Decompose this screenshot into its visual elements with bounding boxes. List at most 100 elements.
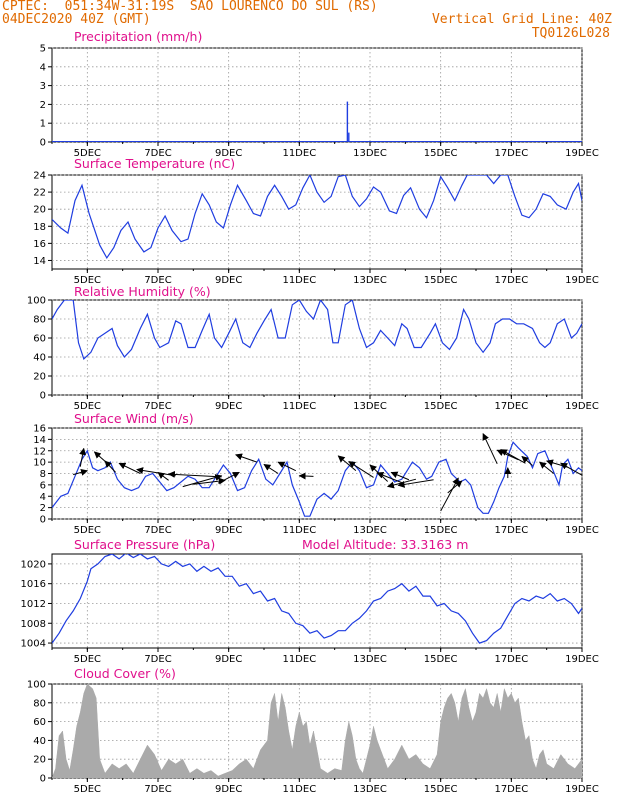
x-tick-label: 17DEC: [494, 784, 528, 795]
y-tick-label: 0: [40, 138, 46, 149]
x-tick-label: 7DEC: [144, 275, 171, 286]
wind-vector-arrow: [167, 470, 222, 478]
x-tick-label: 17DEC: [494, 525, 528, 536]
x-tick-label: 19DEC: [565, 401, 599, 412]
y-tick-label: 16: [33, 239, 46, 250]
wind-vector-arrow: [337, 455, 357, 472]
y-tick-label: 20: [33, 372, 46, 383]
x-tick-label: 5DEC: [74, 275, 101, 286]
y-tick-label: 20: [33, 205, 46, 216]
plot-frame: [51, 553, 583, 649]
x-tick-label: 11DEC: [282, 275, 316, 286]
y-tick-label: 16: [33, 424, 46, 435]
x-tick-label: 17DEC: [494, 401, 528, 412]
wind-vector-arrow: [298, 472, 314, 480]
x-tick-label: 5DEC: [74, 654, 101, 665]
x-tick-label: 9DEC: [215, 654, 242, 665]
y-tick-label: 4: [40, 492, 46, 503]
x-tick-label: 17DEC: [494, 275, 528, 286]
wind-vector-arrow: [277, 461, 297, 472]
wind-vector-arrow: [447, 480, 463, 494]
y-tick-label: 12: [33, 446, 46, 457]
y-tick-label: 14: [33, 256, 46, 267]
x-tick-label: 5DEC: [74, 401, 101, 412]
wind-vector-arrow: [348, 461, 374, 478]
y-tick-label: 60: [33, 334, 46, 345]
wind-vector-arrow: [482, 433, 498, 465]
x-tick-label: 7DEC: [144, 401, 171, 412]
panel-title: Surface Temperature (nC): [74, 156, 235, 171]
x-tick-label: 11DEC: [282, 654, 316, 665]
plot-frame: [51, 174, 583, 270]
panel-5: 1004 1008 1012 1016 1020 5DEC 7DEC 9DEC 11DEC 13D…: [21, 537, 599, 665]
x-tick-label: 9DEC: [215, 784, 242, 795]
x-tick-label: 11DEC: [282, 525, 316, 536]
precip-bar: [346, 101, 349, 142]
panel-title: Surface Pressure (hPa): [74, 537, 215, 552]
y-tick-label: 40: [33, 736, 46, 747]
x-tick-label: 13DEC: [353, 275, 387, 286]
x-tick-label: 11DEC: [282, 401, 316, 412]
x-tick-label: 7DEC: [144, 525, 171, 536]
wind-vector-arrow: [539, 461, 555, 474]
series-line: [52, 175, 582, 260]
panel-subtitle: Model Altitude: 33.3163 m: [302, 537, 468, 552]
panel-1: 0 1 2 3 4 5 5DEC 7DEC 9DEC 11DEC 13DEC 15DEC 17DEC 19…: [40, 29, 599, 159]
panel-title: Precipitation (mm/h): [74, 29, 202, 44]
x-tick-label: 19DEC: [565, 148, 599, 159]
wind-vector-arrow: [193, 477, 226, 485]
y-tick-label: 80: [33, 698, 46, 709]
x-tick-label: 13DEC: [353, 401, 387, 412]
x-tick-label: 15DEC: [424, 275, 458, 286]
header-grid-note: Vertical Grid Line: 40Z: [431, 12, 612, 27]
panel-3: 0 20 40 60 80 100 5DEC 7DEC 9DEC 11DEC 13DEC 15DEC 1…: [27, 284, 599, 412]
y-tick-label: 0: [40, 391, 46, 402]
x-tick-label: 15DEC: [424, 401, 458, 412]
panel-2: 14 16 18 20 22 24 5DEC 7DEC 9DEC 11DEC 13DEC 15DEC 1…: [33, 156, 599, 286]
y-tick-label: 40: [33, 353, 46, 364]
x-tick-label: 15DEC: [424, 784, 458, 795]
series-line: [52, 441, 582, 517]
x-tick-label: 13DEC: [353, 654, 387, 665]
x-tick-label: 7DEC: [144, 148, 171, 159]
x-tick-label: 11DEC: [282, 148, 316, 159]
y-tick-label: 6: [40, 480, 46, 491]
x-tick-label: 7DEC: [144, 654, 171, 665]
x-tick-label: 13DEC: [353, 784, 387, 795]
y-tick-label: 1020: [21, 559, 46, 570]
y-tick-label: 0: [40, 774, 46, 785]
header-datetime: 04DEC2020 40Z (GMT): [2, 12, 151, 27]
x-tick-label: 9DEC: [215, 275, 242, 286]
y-tick-label: 80: [33, 315, 46, 326]
x-tick-label: 19DEC: [565, 275, 599, 286]
wind-vector-arrow: [560, 462, 583, 476]
precip-bar: [348, 132, 350, 142]
x-tick-label: 19DEC: [565, 525, 599, 536]
wind-vector-arrow: [263, 463, 279, 474]
wind-vector-arrow: [397, 479, 434, 488]
wind-vector-arrow: [104, 460, 116, 473]
x-tick-label: 9DEC: [215, 401, 242, 412]
wind-vector-arrow: [235, 453, 258, 463]
panel-title: Relative Humidity (%): [74, 284, 211, 299]
y-tick-label: 22: [33, 188, 46, 199]
y-tick-label: 8: [40, 469, 46, 480]
x-tick-label: 5DEC: [74, 148, 101, 159]
y-tick-label: 1: [40, 119, 46, 130]
x-tick-label: 11DEC: [282, 784, 316, 795]
plot-frame: [51, 299, 583, 396]
wind-vector-arrow: [157, 471, 169, 481]
wind-vector-arrow: [73, 468, 89, 476]
y-tick-label: 24: [33, 171, 46, 182]
y-tick-label: 100: [27, 680, 46, 691]
wind-vector-arrow: [376, 471, 402, 484]
y-tick-label: 10: [33, 458, 46, 469]
plot-frame: [51, 47, 583, 143]
y-tick-label: 1004: [21, 639, 46, 650]
y-tick-label: 1012: [21, 599, 46, 610]
x-tick-label: 17DEC: [494, 148, 528, 159]
x-tick-label: 13DEC: [353, 525, 387, 536]
y-tick-label: 3: [40, 81, 46, 92]
